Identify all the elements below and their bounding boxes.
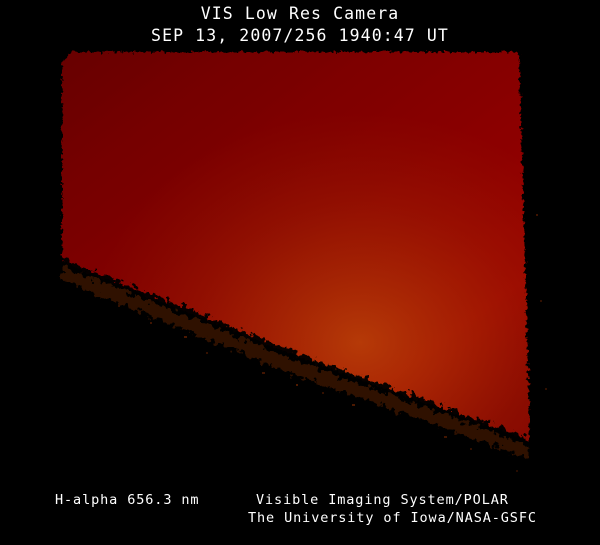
instrument-label: Visible Imaging System/POLAR [256, 492, 509, 508]
terminator-fringe [62, 258, 528, 458]
institution-label: The University of Iowa/NASA-GSFC [248, 510, 537, 526]
lit-disk [50, 40, 550, 460]
wavelength-label: H-alpha 656.3 nm [55, 492, 200, 508]
camera-title: VIS Low Res Camera [200, 4, 400, 23]
limb-speckle [92, 132, 547, 472]
observation-timestamp: SEP 13, 2007/256 1940:47 UT [151, 26, 449, 45]
